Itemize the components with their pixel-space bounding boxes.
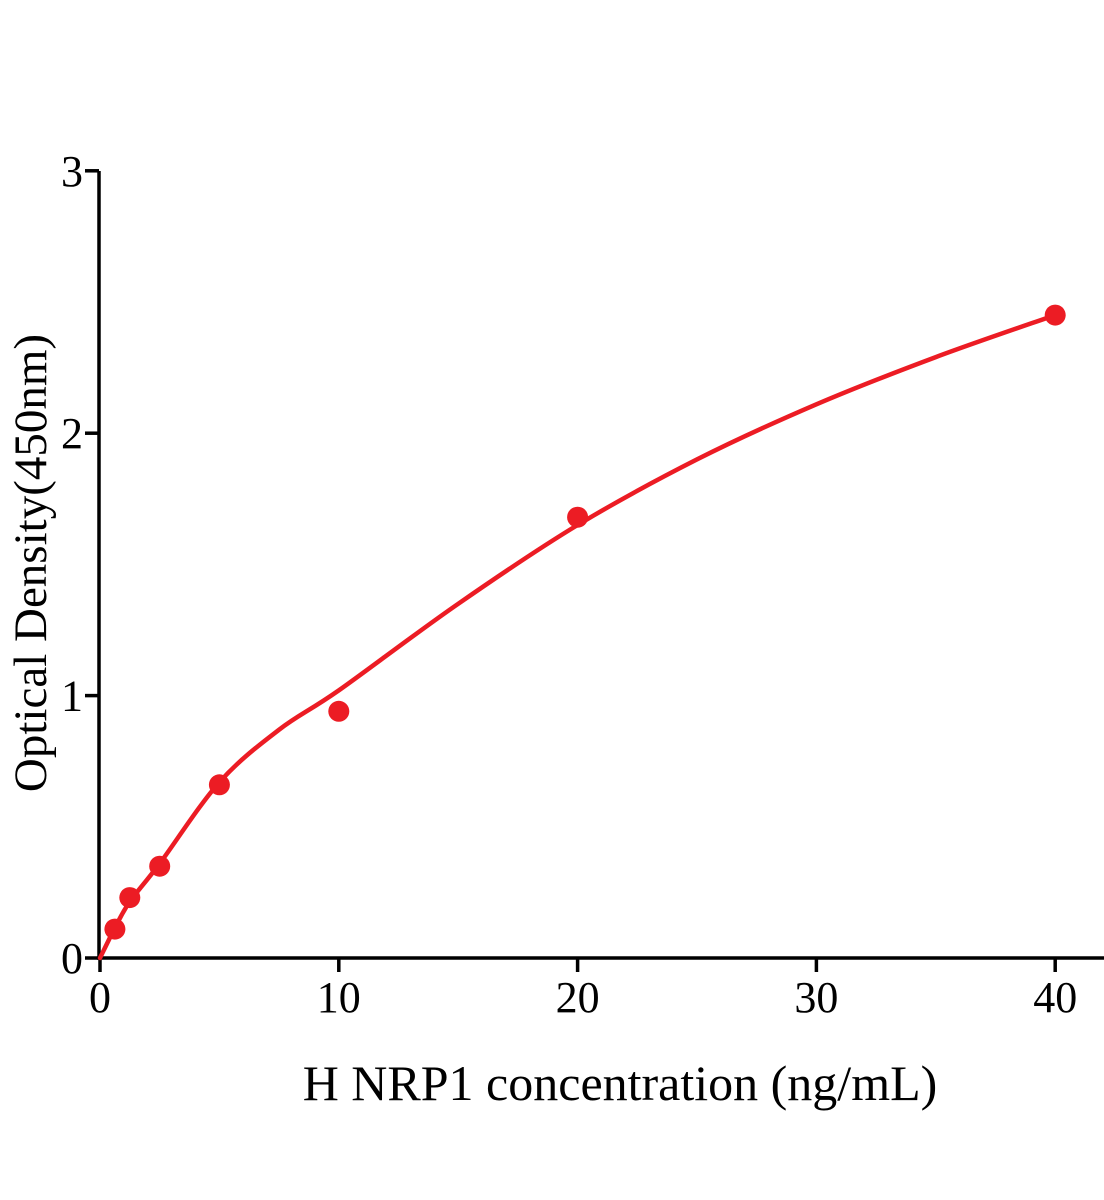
x-tick-label: 40 <box>1033 973 1077 1022</box>
x-axis-title: H NRP1 concentration (ng/mL) <box>303 1055 938 1111</box>
y-tick-label: 2 <box>61 409 83 458</box>
data-point <box>567 506 589 528</box>
y-axis-title: Optical Density(450nm) <box>5 334 57 792</box>
x-tick-label: 30 <box>794 973 838 1022</box>
x-tick-label: 10 <box>317 973 361 1022</box>
data-point <box>208 774 230 796</box>
data-point <box>328 700 350 722</box>
y-tick-label: 3 <box>61 147 83 196</box>
data-point <box>149 855 171 877</box>
x-tick-label: 20 <box>556 973 600 1022</box>
y-tick-label: 0 <box>61 934 83 983</box>
y-tick-label: 1 <box>61 672 83 721</box>
fit-curve <box>97 312 1058 961</box>
data-point <box>119 887 141 909</box>
x-tick-label: 0 <box>89 973 111 1022</box>
data-point <box>1044 304 1066 326</box>
data-point <box>104 918 126 940</box>
chart-plot-area: 0 10 20 30 40 0 1 2 3 <box>61 147 1104 1022</box>
